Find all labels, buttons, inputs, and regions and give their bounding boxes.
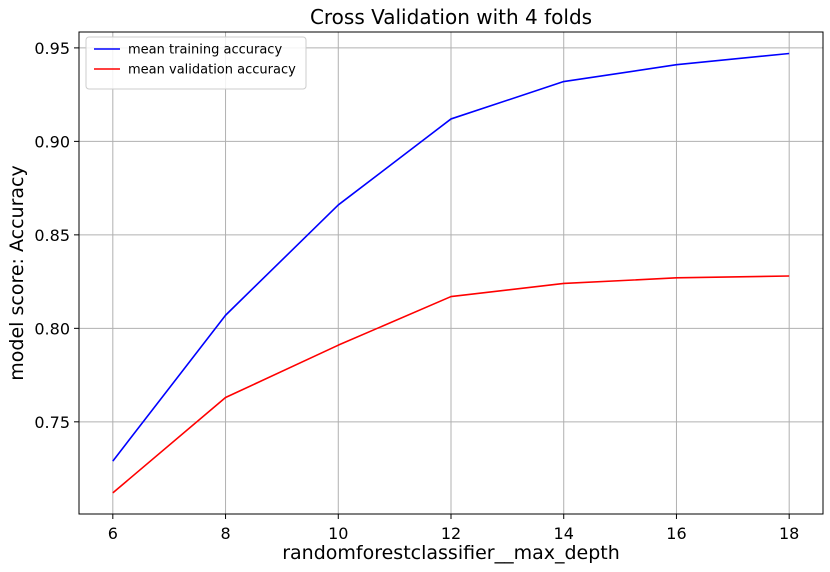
y-tick-label: 0.95 (34, 39, 70, 58)
chart-title: Cross Validation with 4 folds (310, 5, 592, 29)
y-axis-label: model score: Accuracy (6, 165, 28, 380)
x-tick-label: 8 (220, 524, 230, 543)
series-line-1 (112, 52, 790, 462)
legend-label: mean validation accuracy (128, 63, 296, 78)
y-tick-label: 0.90 (34, 132, 70, 151)
x-tick-label: 18 (779, 524, 799, 543)
x-tick-label: 16 (666, 524, 686, 543)
x-tick-label: 14 (554, 524, 574, 543)
y-tick-label: 0.80 (34, 319, 70, 338)
series-line-2 (112, 275, 790, 494)
grid (79, 32, 823, 514)
y-tick-label: 0.85 (34, 226, 70, 245)
x-axis-label: randomforestclassifier__max_depth (282, 542, 620, 564)
y-tick-label: 0.75 (34, 413, 70, 432)
x-tick-label: 12 (441, 524, 461, 543)
series-lines (112, 52, 790, 494)
axis-ticks: 6 8 10 12 14 16 18 0.75 0.80 0.85 0.90 0.95 (34, 39, 799, 543)
x-tick-label: 6 (108, 524, 118, 543)
legend: mean training accuracy mean validation ac… (85, 36, 307, 90)
legend-box (85, 36, 307, 90)
x-tick-label: 10 (328, 524, 348, 543)
legend-label: mean training accuracy (128, 43, 282, 58)
